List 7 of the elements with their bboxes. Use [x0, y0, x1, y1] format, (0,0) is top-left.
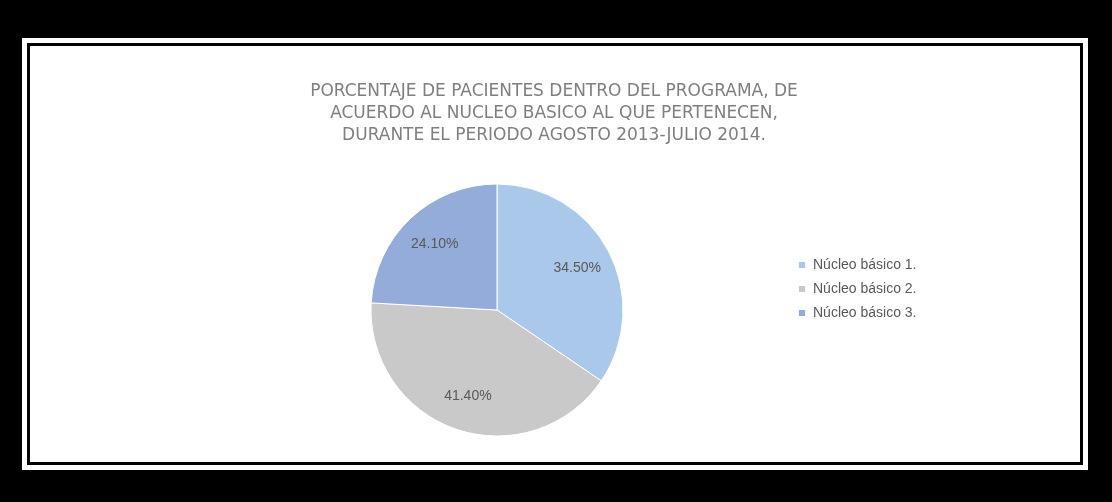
data-label: 41.40% [444, 386, 492, 403]
data-label: 34.50% [553, 258, 601, 275]
data-label: 24.10% [410, 235, 459, 252]
legend-label: Núcleo básico 1. [813, 256, 917, 272]
legend-label: Núcleo básico 3. [813, 304, 917, 320]
chart-title: PORCENTAJE DE PACIENTES DENTRO DEL PROGRAMA, DE ACUERDO AL NUCLEO BASICO AL QUE PERTENECEN, DURANTE EL PERIODO AGOSTO 2013-JULIO 2014. [310, 80, 798, 144]
legend-label: Núcleo básico 2. [813, 280, 917, 296]
